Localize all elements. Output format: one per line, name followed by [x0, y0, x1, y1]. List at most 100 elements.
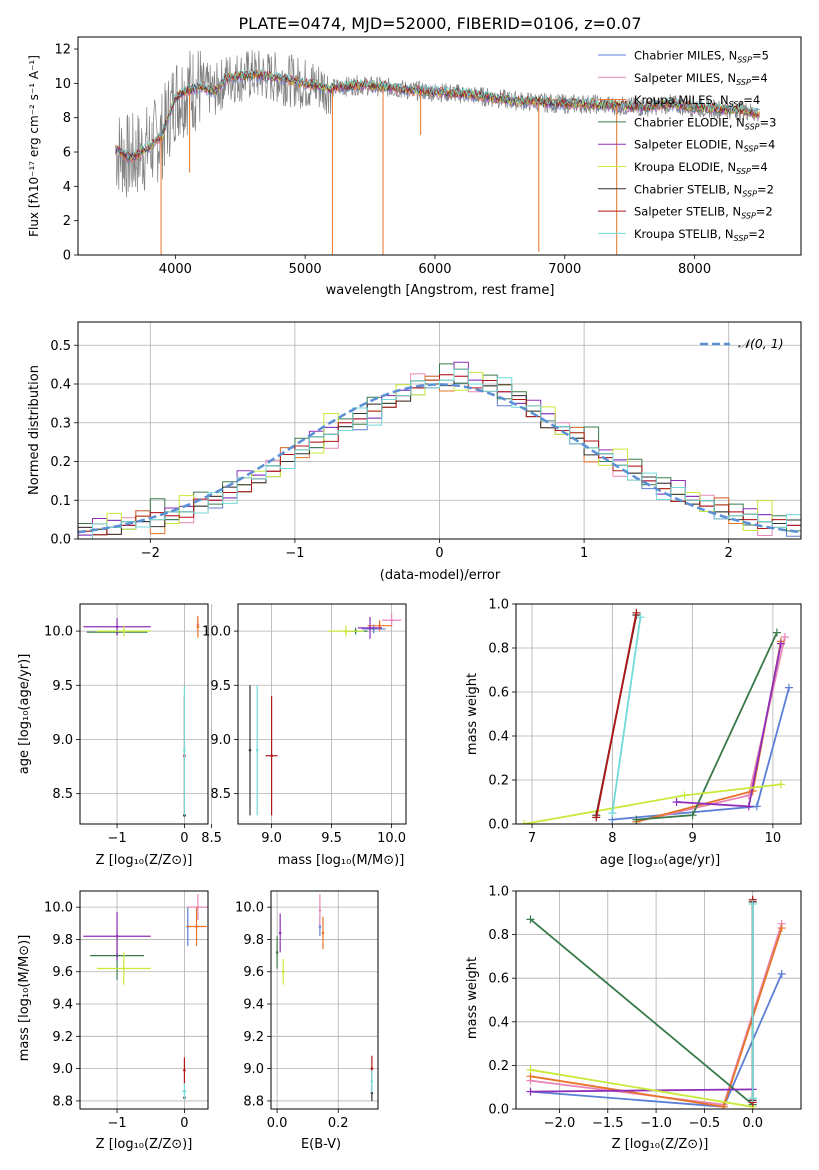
- x-tick-label: −1.0: [640, 1116, 672, 1131]
- x-tick-label: 6000: [418, 262, 451, 277]
- y-tick-label: 1.0: [488, 885, 509, 900]
- legend-label-text: Kroupa ELODIE, N: [634, 160, 736, 174]
- x-tick-label: 2: [725, 546, 733, 561]
- point-kroupa_stelib: [183, 1089, 186, 1093]
- weight-vs-age-panel: age [log₁₀(age/yr)] mass weight 7 8 9 10 0.0…: [465, 598, 802, 868]
- plot-area: [78, 361, 801, 539]
- weight-z-xlabel: Z [log₁₀(Z/Z⊙)]: [612, 1137, 709, 1152]
- point-salpeter_miles: [318, 909, 322, 912]
- legend-label-chabrier_stelib: Chabrier STELIB, NSSP=2: [634, 182, 774, 198]
- x-tick-label: 9.0: [261, 831, 282, 846]
- series-marker-kroupa_elodie: [520, 820, 529, 824]
- spectrum-ylabel: Flux [fλ10⁻¹⁷ erg cm⁻² s⁻¹ A⁻¹]: [27, 55, 41, 237]
- series-marker-kroupa_elodie: [526, 1065, 535, 1074]
- legend-label-suffix: =2: [756, 205, 773, 219]
- x-tick-label: 7: [528, 831, 536, 846]
- legend-label-suffix: =4: [751, 71, 768, 85]
- series-line-kroupa_stelib: [611, 617, 642, 814]
- y-tick-label: 0.4: [50, 378, 71, 393]
- plot-frame: [77, 321, 802, 540]
- legend-label-text: Salpeter ELODIE, N: [634, 138, 744, 152]
- point-kroupa_elodie: [122, 629, 126, 633]
- x-tick-label: 0.2: [328, 1116, 349, 1131]
- legend-label-subscript: SSP: [734, 234, 749, 243]
- y-tick-label: 8.5: [52, 787, 73, 802]
- x-tick-label: 4000: [159, 262, 192, 277]
- plot-frame: [77, 36, 802, 256]
- x-tick-label: 9: [688, 831, 696, 846]
- histogram-kroupa_stelib: [78, 368, 801, 539]
- age-vs-mass-panel: mass [log₁₀(M/M⊙)] 8.5 9.0 9.5 10.0 8.5 9.0 9.…: [201, 603, 407, 868]
- y-tick-label: 10.0: [202, 625, 231, 640]
- legend-label-text: Chabrier ELODIE, N: [634, 115, 745, 129]
- y-tick-label: 0.6: [488, 972, 509, 987]
- point-kroupa_elodie: [122, 967, 126, 970]
- age-z-ylabel: age [log₁₀(age/yr)]: [17, 654, 32, 775]
- y-tick-label: 0.2: [488, 774, 509, 789]
- series-marker-salpeter_elodie: [526, 1087, 535, 1096]
- histogram-xlabel: (data-model)/error: [380, 568, 501, 583]
- y-tick-label: 0.8: [488, 928, 509, 943]
- model-spectrum-kroupa_stelib: [115, 68, 760, 160]
- plot-frame: [270, 890, 379, 1110]
- y-tick-label: 10.0: [44, 625, 73, 640]
- series-marker-chabrier_miles: [777, 969, 786, 978]
- legend-label-salpeter_miles: Salpeter MILES, NSSP=4: [634, 71, 768, 87]
- legend-label-text: Salpeter STELIB, N: [634, 205, 741, 219]
- point-salpeter_elodie: [115, 934, 119, 938]
- series-marker-kroupa_stelib: [748, 1094, 757, 1103]
- plot-area: [275, 894, 374, 1101]
- legend-label-subscript: SSP: [742, 189, 757, 198]
- x-tick-label: 10.0: [377, 831, 406, 846]
- y-tick-label: 9.4: [243, 998, 264, 1013]
- point-salpeter_elodie: [278, 931, 282, 935]
- y-tick-label: 0.0: [488, 818, 509, 833]
- y-tick-label: 0: [63, 249, 71, 264]
- legend-label-suffix: =2: [757, 182, 774, 196]
- y-tick-label: 6: [63, 146, 71, 161]
- y-tick-label: 8.5: [210, 787, 231, 802]
- series-marker-chabrier_miles: [784, 683, 793, 692]
- legend-label-text: Salpeter MILES, N: [634, 71, 736, 85]
- figure-title: PLATE=0474, MJD=52000, FIBERID=0106, z=0…: [238, 14, 641, 33]
- legend-label-kroupa_elodie: Kroupa ELODIE, NSSP=4: [634, 160, 768, 176]
- series-marker-salpeter_stelib: [592, 813, 601, 822]
- series-marker-chabrier_elodie: [526, 915, 535, 924]
- y-tick-label: 0.2: [488, 1059, 509, 1074]
- x-tick-label: −1: [107, 1116, 126, 1131]
- point-salpeter_stelib: [370, 1067, 374, 1070]
- y-tick-label: 9.4: [52, 998, 73, 1013]
- series-marker-kroupa_elodie: [680, 791, 689, 800]
- y-tick-label: 0.1: [50, 494, 71, 509]
- normal-curve: [78, 383, 801, 534]
- series-marker-chabrier_elodie: [688, 811, 697, 820]
- x-tick-label: 8000: [678, 262, 711, 277]
- series-marker-salpeter_miles: [780, 633, 789, 641]
- weight-vs-metallicity-panel: Z [log₁₀(Z/Z⊙)] mass weight −2.0 −1.5 −1.0…: [465, 885, 802, 1152]
- y-tick-label: 12: [54, 43, 71, 58]
- plot-area: [83, 894, 208, 1100]
- y-tick-label: 9.2: [52, 1030, 73, 1045]
- series-marker-chabrier_elodie: [632, 815, 641, 824]
- y-tick-label: 0.6: [488, 686, 509, 701]
- series-marker-kroupa_elodie: [776, 780, 785, 789]
- legend-label-subscript: SSP: [744, 145, 759, 154]
- y-tick-label: 9.2: [243, 1030, 264, 1045]
- y-tick-label: 8.8: [243, 1094, 264, 1109]
- histogram-ylabel: Normed distribution: [27, 365, 42, 495]
- x-tick-label: −2: [141, 546, 160, 561]
- y-tick-label: 4: [63, 180, 71, 195]
- x-tick-label: 8.5: [201, 831, 222, 846]
- x-tick-label: 0.0: [267, 1116, 288, 1131]
- legend-label-text: Kroupa MILES, N: [634, 93, 729, 107]
- plot-area: [520, 608, 793, 824]
- legend-label-subscript: SSP: [745, 122, 760, 131]
- point-kroupa_stelib: [370, 1080, 374, 1083]
- weight-age-xlabel: age [log₁₀(age/yr)]: [600, 853, 721, 868]
- point-kroupa_elodie: [344, 629, 348, 633]
- plot-area: [526, 895, 786, 1109]
- point-salpeter_miles: [196, 905, 200, 909]
- point-kroupa_miles: [196, 625, 200, 629]
- mass-z-ylabel: mass [log₁₀(M/M⊙)]: [17, 935, 32, 1062]
- legend-label-subscript: SSP: [737, 56, 752, 65]
